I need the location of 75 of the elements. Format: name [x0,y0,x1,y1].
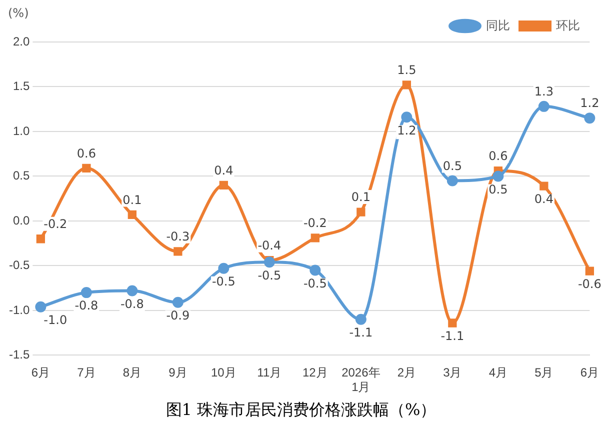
point [128,210,137,220]
x-tick-label: 6月 [31,366,50,380]
point [310,264,321,276]
point [585,266,594,276]
legend-label: 同比 [486,18,510,32]
data-label: 0.4 [214,163,234,178]
data-label: -0.5 [303,276,327,290]
point [264,256,275,268]
data-label: -0.8 [120,296,144,311]
point [36,234,46,244]
data-label: 0.6 [488,148,508,163]
data-label: -0.2 [44,216,68,231]
data-label: -0.9 [166,308,190,323]
y-tick-label: -1.5 [8,348,30,362]
point [35,301,46,312]
point [355,314,366,325]
y-tick-label: 0.5 [12,168,30,183]
point [401,112,412,123]
point [310,234,320,242]
x-tick-label: 8月 [122,366,142,380]
y-tick-label: -0.5 [8,258,30,272]
x-tick-label: 12月 [302,366,328,380]
data-label: 1.3 [534,84,554,99]
point [584,112,596,124]
y-tick-label: -1.0 [8,302,30,317]
data-label: 0.5 [442,158,462,173]
y-axis-title: (%) [8,6,29,20]
data-label: -0.5 [258,268,282,282]
data-label: 0.5 [488,182,508,196]
point [174,247,182,256]
data-label: -1.0 [44,313,68,328]
x-tick-label: 11月 [257,366,282,380]
data-label: -0.2 [303,216,327,230]
data-label: 1.2 [397,123,416,138]
data-label: -0.4 [258,238,282,252]
point [538,100,550,112]
legend-label: 环比 [556,18,580,32]
data-label: -1.1 [349,326,373,340]
data-label: 1.2 [580,96,600,110]
point [80,287,92,298]
x-tick-label: 10月 [210,366,236,380]
data-label: -0.5 [212,274,236,289]
data-label: 0.6 [76,146,96,160]
data-label: -1.1 [440,329,464,344]
y-tick-label: 1.5 [12,79,30,94]
point [448,318,457,328]
x-tick-label: 2026年 1月 [342,366,380,394]
data-label: 0.4 [534,192,554,206]
x-tick-label: 2月 [397,366,416,380]
data-label: 0.1 [122,192,142,207]
x-tick-label: 3月 [443,366,462,380]
point [356,208,366,216]
point [218,262,230,274]
y-tick-label: 2.0 [12,34,30,48]
point [172,296,184,308]
text: 图1 珠海市居民消费价格涨跌幅（%） [164,400,438,421]
x-tick-label: 7月 [77,366,96,380]
y-tick-label: 0.0 [12,213,30,228]
point [402,80,411,90]
x-tick-label: 4月 [488,366,508,380]
data-label: -0.6 [578,277,602,292]
data-label: -0.3 [166,230,190,244]
point [126,285,138,296]
x-tick-label: 9月 [168,366,188,380]
point [540,182,548,190]
y-tick-label: 1.0 [12,124,30,138]
point [492,170,504,182]
point [82,164,91,173]
data-label: 1.5 [397,63,416,78]
data-label: 0.1 [351,190,370,204]
data-label: -0.8 [74,298,98,313]
x-tick-label: 6月 [580,366,600,380]
point [219,180,228,190]
point [446,175,458,186]
x-tick-label: 5月 [534,366,554,380]
